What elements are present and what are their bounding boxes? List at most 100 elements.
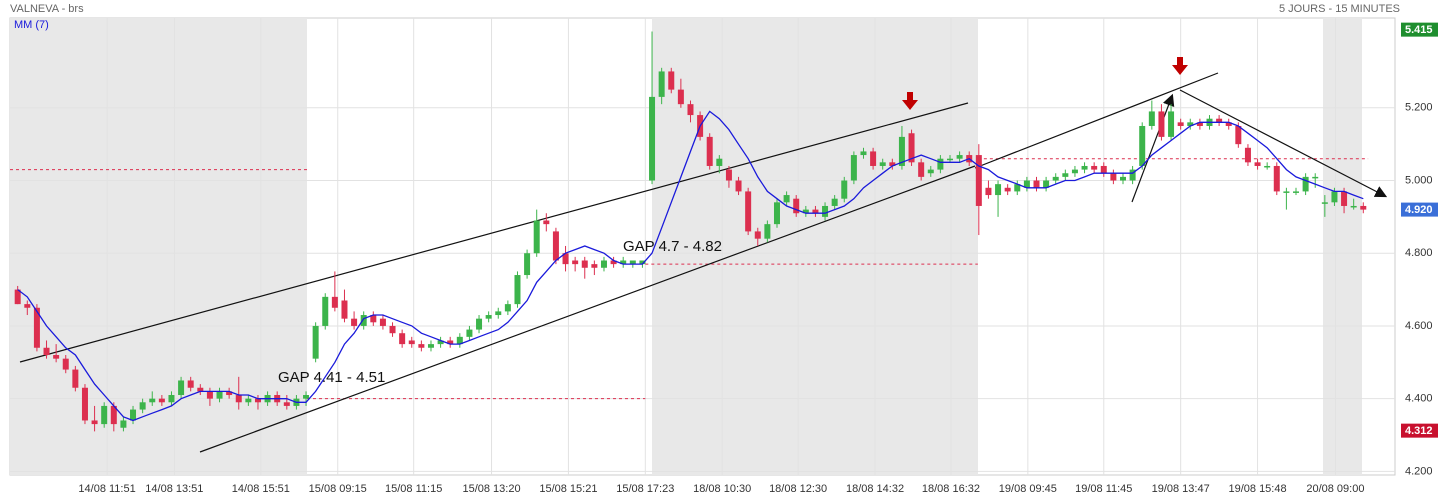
candle-body: [552, 231, 559, 261]
annotation: GAP 4.7 - 4.82: [623, 238, 722, 255]
candle-body: [754, 231, 761, 239]
chart-title: VALNEVA - brs: [10, 3, 84, 15]
candle-body: [351, 318, 358, 326]
candle-body: [216, 391, 223, 399]
candle-body: [581, 260, 588, 268]
candle-body: [1302, 176, 1309, 192]
candle-body: [658, 71, 665, 97]
candle-body: [360, 315, 367, 326]
candle-body: [725, 169, 732, 181]
day-shade: [1323, 18, 1362, 475]
candle-body: [975, 155, 982, 206]
reference-lines: [10, 158, 1369, 400]
candle-body: [802, 209, 809, 214]
candle-body: [629, 260, 636, 265]
candle-body: [495, 311, 502, 316]
candle-body: [1043, 180, 1050, 188]
candle-body: [514, 275, 521, 305]
candle-body: [130, 409, 137, 421]
candle-body: [610, 260, 617, 265]
down-arrow: [1172, 57, 1188, 75]
x-tick-label: 15/08 17:23: [616, 483, 674, 495]
candle-body: [572, 260, 579, 265]
candle-body: [1254, 162, 1261, 166]
x-tick-label: 19/08 15:48: [1228, 483, 1286, 495]
price-marker-label: 4.312: [1405, 425, 1433, 437]
candle-body: [668, 71, 675, 90]
x-tick-label: 18/08 14:32: [846, 483, 904, 495]
candle-body: [1081, 165, 1088, 170]
candle-body: [1129, 169, 1136, 181]
candle-body: [1004, 187, 1011, 192]
candle-body: [187, 380, 194, 388]
y-tick-label: 4.400: [1405, 393, 1433, 405]
x-tick-label: 14/08 11:51: [78, 483, 135, 495]
candle-body: [1168, 111, 1175, 137]
candles: [14, 31, 1367, 432]
candle-body: [879, 162, 886, 166]
x-tick-label: 15/08 09:15: [309, 483, 367, 495]
candle-body: [1110, 173, 1117, 181]
candle-body: [312, 325, 319, 359]
candle-body: [860, 151, 867, 156]
x-tick-label: 15/08 11:15: [385, 483, 442, 495]
y-tick-label: 4.600: [1405, 320, 1433, 332]
candle-body: [995, 184, 1002, 196]
x-tick-label: 20/08 09:00: [1306, 483, 1364, 495]
candle-body: [139, 402, 146, 410]
trend-line: [199, 165, 976, 453]
candle-body: [476, 318, 483, 330]
candle-body: [831, 198, 838, 206]
candle-body: [197, 387, 204, 392]
candle-body: [985, 187, 992, 196]
candle-body: [620, 260, 627, 265]
candle-body: [447, 340, 454, 345]
trend-lines: [19, 57, 1388, 453]
x-tick-label: 18/08 10:30: [693, 483, 751, 495]
candle-body: [524, 253, 531, 276]
candle-body: [1139, 125, 1146, 166]
candle-body: [946, 158, 953, 161]
candle-body: [1244, 147, 1251, 163]
candle-body: [533, 220, 540, 254]
candle-body: [322, 296, 329, 326]
candle-body: [850, 155, 857, 181]
candle-body: [24, 304, 31, 308]
x-tick-label: 14/08 15:51: [232, 483, 290, 495]
candle-body: [456, 336, 463, 345]
candle-body: [812, 209, 819, 214]
candle-body: [485, 315, 492, 319]
trend-arrow: [1179, 89, 1388, 198]
candle-body: [908, 133, 915, 163]
candle-body: [956, 155, 963, 159]
candle-body: [1196, 122, 1203, 126]
x-tick-label: 19/08 13:47: [1152, 483, 1210, 495]
day-shade: [10, 18, 307, 475]
y-tick-label: 4.200: [1405, 465, 1433, 477]
candle-body: [437, 340, 444, 345]
candle-body: [254, 398, 261, 403]
chart-subtitle: 5 JOURS - 15 MINUTES: [1279, 3, 1400, 15]
candle-body: [149, 398, 156, 403]
candle-body: [870, 151, 877, 166]
candle-body: [600, 260, 607, 268]
candle-body: [466, 329, 473, 337]
candle-body: [898, 136, 905, 166]
candle-body: [918, 162, 925, 177]
candle-body: [1033, 180, 1040, 188]
candle-body: [1341, 191, 1348, 206]
candle-body: [303, 395, 310, 399]
legend-entry: MM (7): [14, 19, 49, 31]
candle-body: [706, 136, 713, 166]
trend-line: [19, 102, 969, 363]
candle-body: [1091, 165, 1098, 170]
candle-body: [408, 340, 415, 345]
y-tick-label: 5.200: [1405, 102, 1433, 114]
candle-body: [1225, 122, 1232, 126]
candle-body: [206, 391, 213, 399]
candle-body: [226, 391, 233, 396]
candle-body: [245, 398, 252, 403]
candle-body: [379, 318, 386, 326]
candle-body: [1293, 191, 1300, 193]
